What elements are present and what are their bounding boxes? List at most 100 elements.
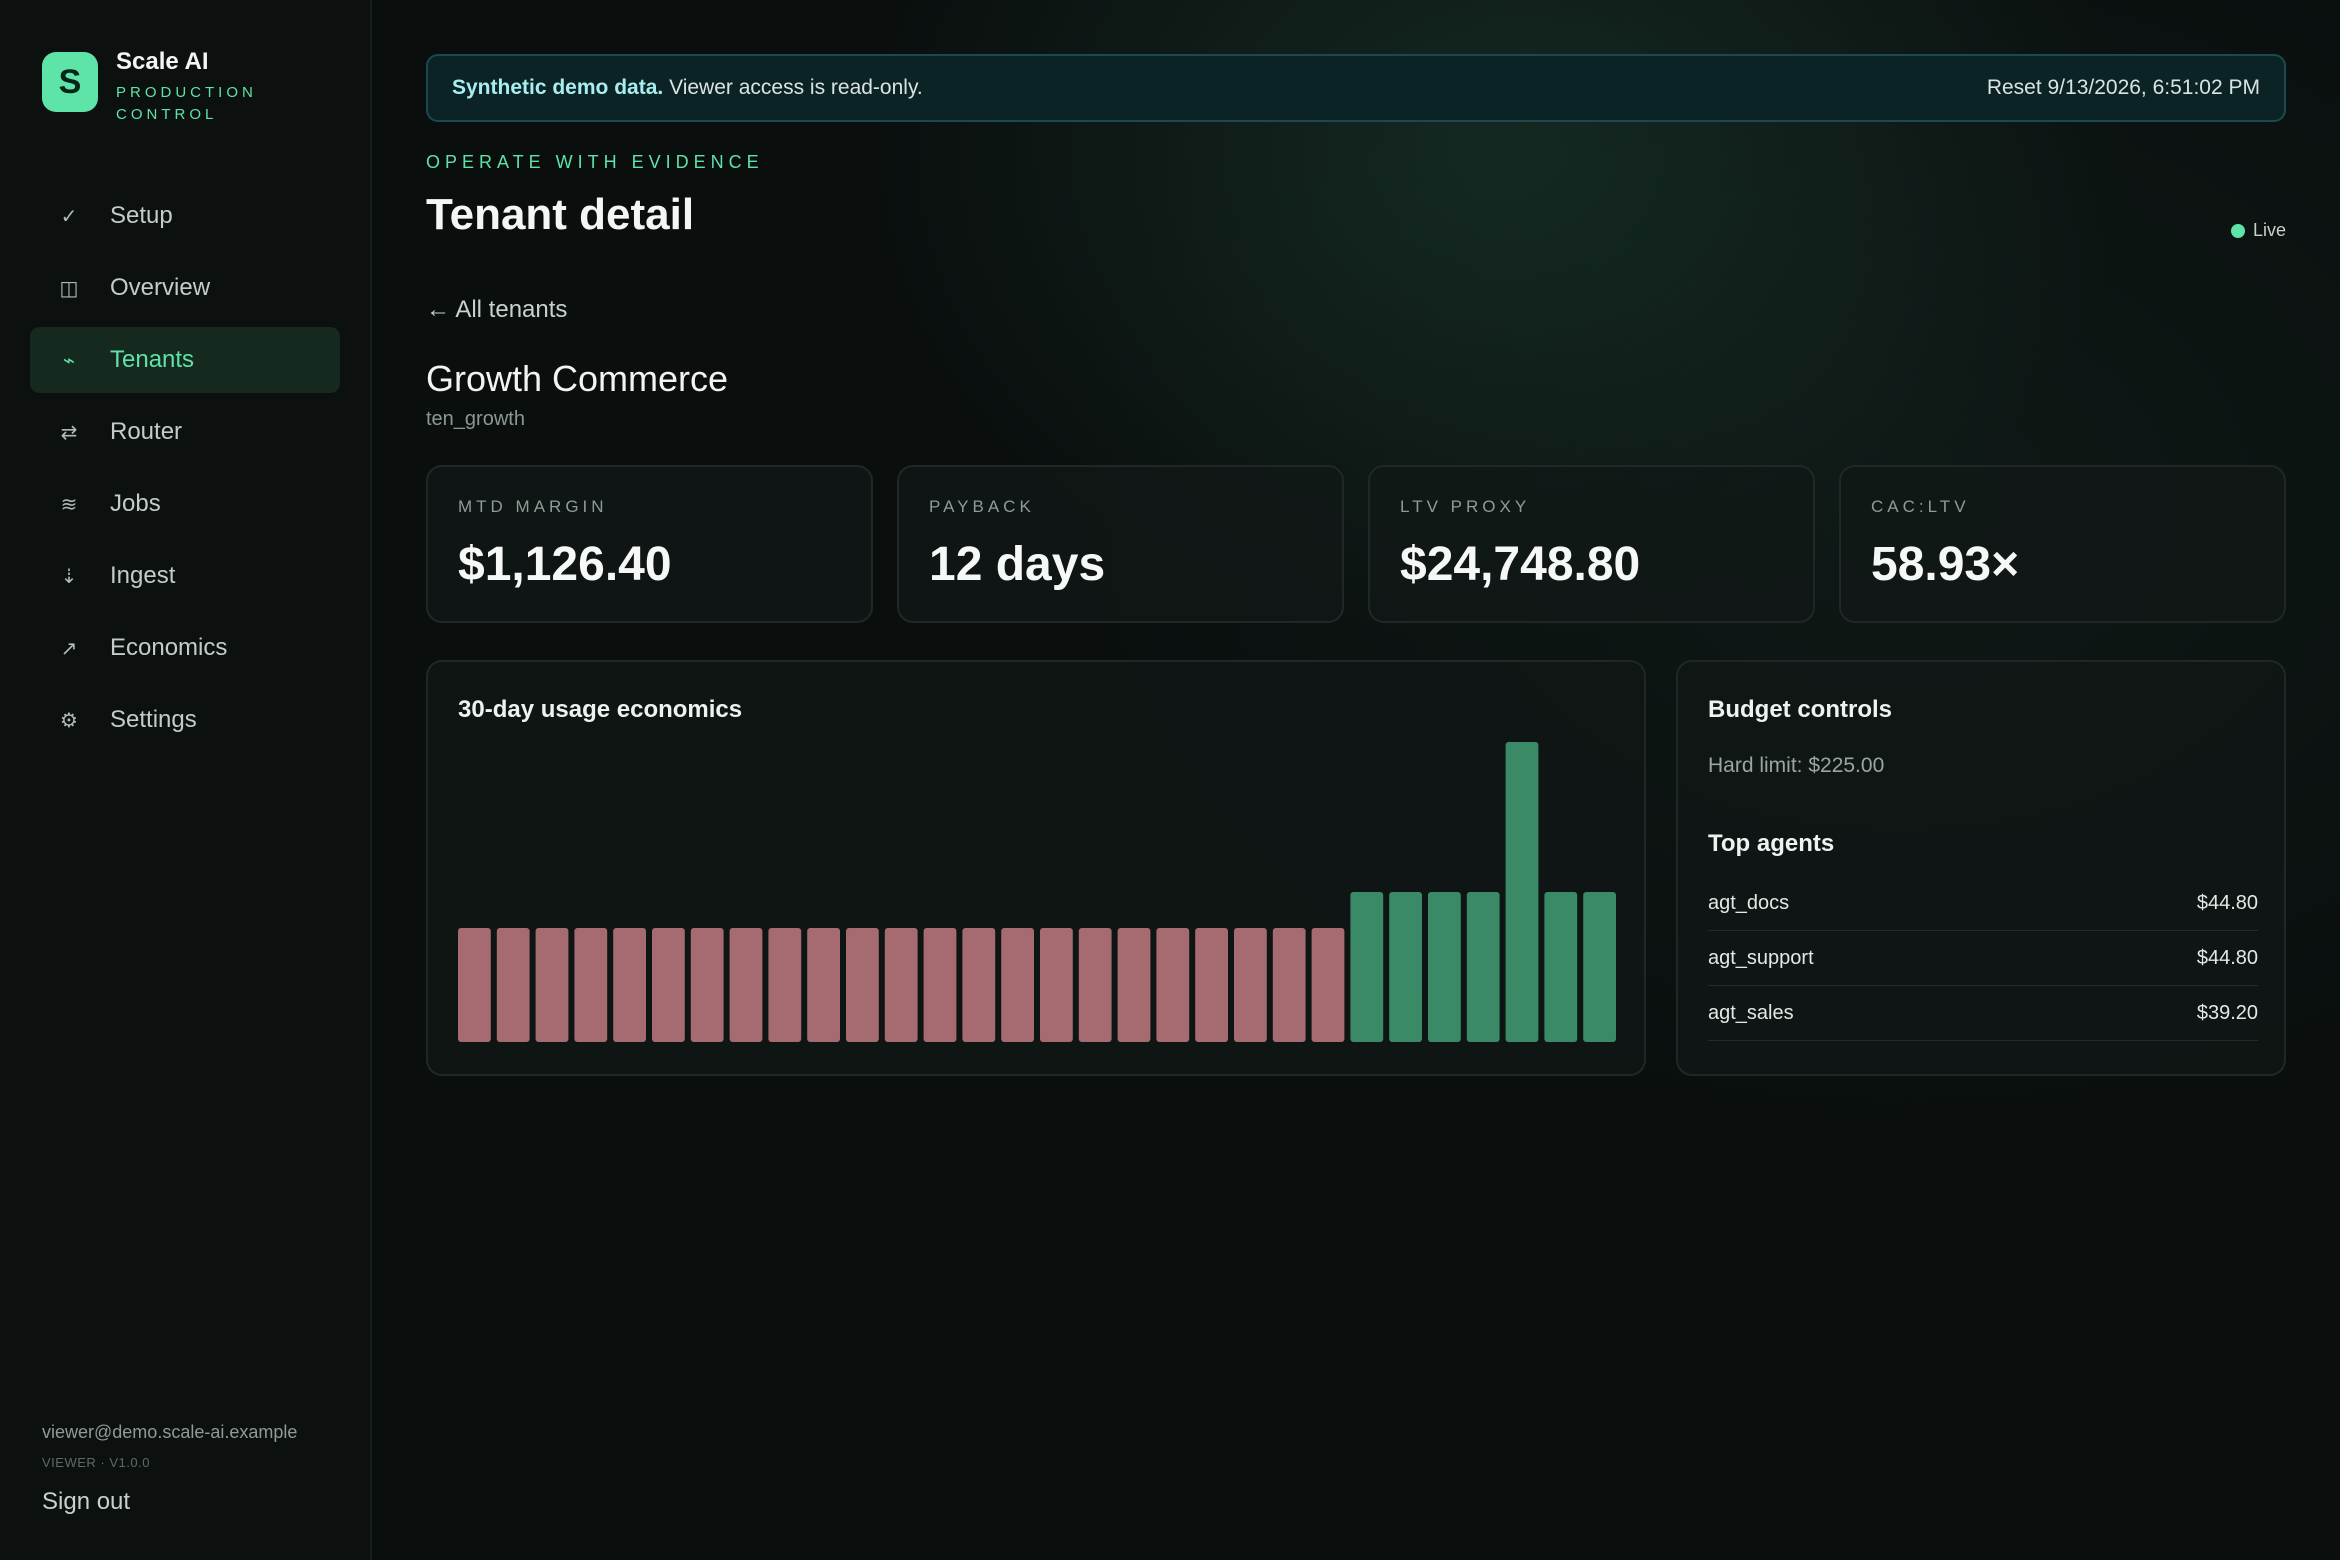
chart-bar-8 [729,928,763,1042]
sidebar-item-router[interactable]: ⇄ Router [30,399,340,465]
chart-bar-18 [1117,928,1151,1042]
banner-message: Synthetic demo data. Viewer access is re… [452,76,923,100]
chart-bar-13 [923,928,957,1042]
kpi-row: MTD MARGIN $1,126.40 PAYBACK 12 days LTV… [426,465,2286,623]
chart-bar-19 [1156,928,1190,1042]
user-email: viewer@demo.scale-ai.example [42,1422,298,1442]
banner-reset-time: Reset 9/13/2026, 6:51:02 PM [1986,76,2260,99]
agent-value: $44.80 [2196,946,2258,969]
sidebar-item-ingest[interactable]: ⇣ Ingest [30,543,340,609]
sidebar-item-label: Economics [110,634,228,661]
chart-bar-3 [535,928,569,1042]
check-icon: ✓ [60,205,78,228]
chart-bar-15 [1001,928,1034,1042]
kpi-value: 12 days [929,538,1106,591]
chart-bar-12 [884,928,918,1042]
sidebar-item-label: Setup [110,202,173,229]
sidebar-item-tenants[interactable]: ⌁ Tenants [30,327,340,393]
chart-bar-29 [1544,892,1578,1042]
chart-bar-10 [807,928,840,1042]
brand: S Scale AI PRODUCTION CONTROL [42,48,266,126]
list-item: agt_sales $39.20 [1708,986,2258,1041]
chart-bar-28 [1505,742,1539,1042]
agent-value: $39.20 [2196,1001,2258,1024]
chart-bar-24 [1350,892,1384,1042]
user-role: VIEWER · V1.0.0 [42,1455,150,1470]
sidebar-item-overview[interactable]: ◫ Overview [30,255,340,321]
page-eyebrow: OPERATE WITH EVIDENCE [426,152,764,172]
kpi-label: LTV PROXY [1400,497,1531,516]
sidebar-item-label: Jobs [110,490,161,517]
sidebar-item-jobs[interactable]: ≋ Jobs [30,471,340,537]
live-indicator: Live [2230,220,2286,241]
kpi-value: 58.93× [1871,538,2020,591]
agent-value: $44.80 [2196,891,2258,914]
back-to-tenants-link[interactable]: ← All tenants [426,296,568,323]
sidebar-item-settings[interactable]: ⚙ Settings [30,687,340,753]
chart-title: 30-day usage economics [458,696,743,723]
user-panel: viewer@demo.scale-ai.example VIEWER · V1… [42,1422,297,1516]
chart-bar-25 [1389,892,1422,1042]
agent-name: agt_support [1708,946,1814,969]
usage-chart-card: 30-day usage economics [426,660,1646,1076]
chart-bar-7 [690,928,724,1042]
sign-out-button[interactable]: Sign out [42,1488,131,1515]
list-item: agt_support $44.80 [1708,931,2258,986]
chart-bar-6 [652,928,685,1042]
chart-bar-17 [1078,928,1112,1042]
kpi-card-ltv-proxy: LTV PROXY $24,748.80 [1368,465,1815,623]
sidebar-item-label: Ingest [110,562,176,589]
brand-name: Scale AI [116,48,209,75]
page-title: Tenant detail [426,190,695,239]
brand-logo: S [42,52,98,112]
swap-icon: ⇄ [60,421,78,444]
chart-bar-9 [768,928,802,1042]
sidebar-item-label: Settings [110,706,197,733]
chart-bar-27 [1466,892,1500,1042]
kpi-card-payback: PAYBACK 12 days [897,465,1344,623]
agent-name: agt_sales [1708,1001,1794,1024]
sidebar-item-setup[interactable]: ✓ Setup [30,183,340,249]
sidebar-item-economics[interactable]: ↗ Economics [30,615,340,681]
kpi-card-mtd-margin: MTD MARGIN $1,126.40 [426,465,873,623]
kpi-label: CAC:LTV [1871,497,1970,516]
banner-bold: Synthetic demo data. [452,76,664,99]
usage-bar-chart [458,742,1616,1042]
budget-title: Budget controls [1708,696,1892,723]
banner-text: Viewer access is read-only. [669,76,923,99]
live-dot-icon [2230,223,2245,238]
demo-banner: Synthetic demo data. Viewer access is re… [426,54,2286,122]
kpi-value: $1,126.40 [458,538,672,591]
chart-bar-23 [1311,928,1345,1042]
brand-text: Scale AI PRODUCTION CONTROL [116,48,266,126]
sidebar-item-label: Router [110,418,183,445]
tenant-id: ten_growth [426,408,525,430]
chart-bar-11 [846,928,879,1042]
chart-bar-16 [1040,928,1073,1042]
brand-subtitle: PRODUCTION CONTROL [116,84,257,123]
kpi-label: PAYBACK [929,497,1035,516]
chart-bar-2 [496,928,530,1042]
sidebar: S Scale AI PRODUCTION CONTROL ✓ Setup ◫ … [0,0,372,1560]
gear-icon: ⚙ [60,709,78,732]
chart-bar-22 [1272,928,1306,1042]
top-agents-list: agt_docs $44.80 agt_support $44.80 agt_s… [1708,876,2258,1041]
list-item: agt_docs $44.80 [1708,876,2258,931]
agent-name: agt_docs [1708,891,1790,914]
pulse-icon: ⌁ [62,349,76,372]
sidebar-nav: ✓ Setup ◫ Overview ⌁ Tenants ⇄ Router ≋ … [30,183,340,759]
chart-bar-4 [574,928,608,1042]
sidebar-item-label: Overview [110,274,211,301]
hard-limit: Hard limit: $225.00 [1708,754,1885,777]
tenant-name: Growth Commerce [426,358,729,399]
waves-icon: ≋ [60,493,78,516]
sidebar-item-label: Tenants [110,346,195,373]
chart-bar-5 [613,928,646,1042]
live-label: Live [2252,220,2286,240]
trend-arrow-icon: ↗ [60,637,78,660]
chart-bar-30 [1583,892,1616,1042]
kpi-card-cac-ltv: CAC:LTV 58.93× [1839,465,2286,623]
kpi-value: $24,748.80 [1400,538,1641,591]
chart-bar-20 [1195,928,1228,1042]
download-icon: ⇣ [60,565,78,588]
